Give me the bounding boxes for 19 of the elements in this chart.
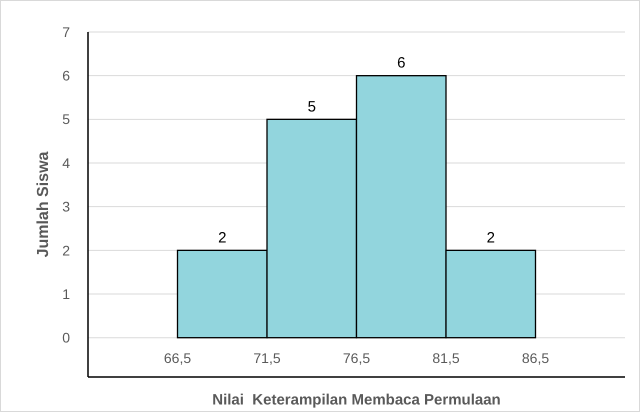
data-label: 2: [486, 229, 495, 246]
x-tick-label: 71,5: [253, 350, 281, 366]
x-tick-label: 86,5: [522, 350, 550, 366]
x-tick-label: 81,5: [432, 350, 460, 366]
y-tick-label: 0: [62, 330, 70, 346]
y-tick-label: 6: [62, 68, 70, 84]
y-tick-label: 4: [62, 154, 70, 171]
data-label: 2: [218, 229, 226, 246]
y-tick-label: 3: [62, 198, 70, 215]
y-axis-title: Jumlah Siswa: [35, 151, 52, 258]
y-tick-label: 2: [62, 242, 70, 258]
x-tick-label: 76,5: [342, 350, 370, 366]
x-axis-title: Nilai Keterampilan Membaca Permulaan: [212, 391, 501, 408]
y-tick-label: 5: [62, 111, 70, 128]
data-label: 5: [308, 98, 316, 116]
data-label: 6: [397, 54, 406, 72]
x-tick-label: 66,5: [164, 350, 192, 366]
y-tick-label: 1: [62, 286, 70, 302]
y-tick-label: 7: [62, 24, 70, 40]
